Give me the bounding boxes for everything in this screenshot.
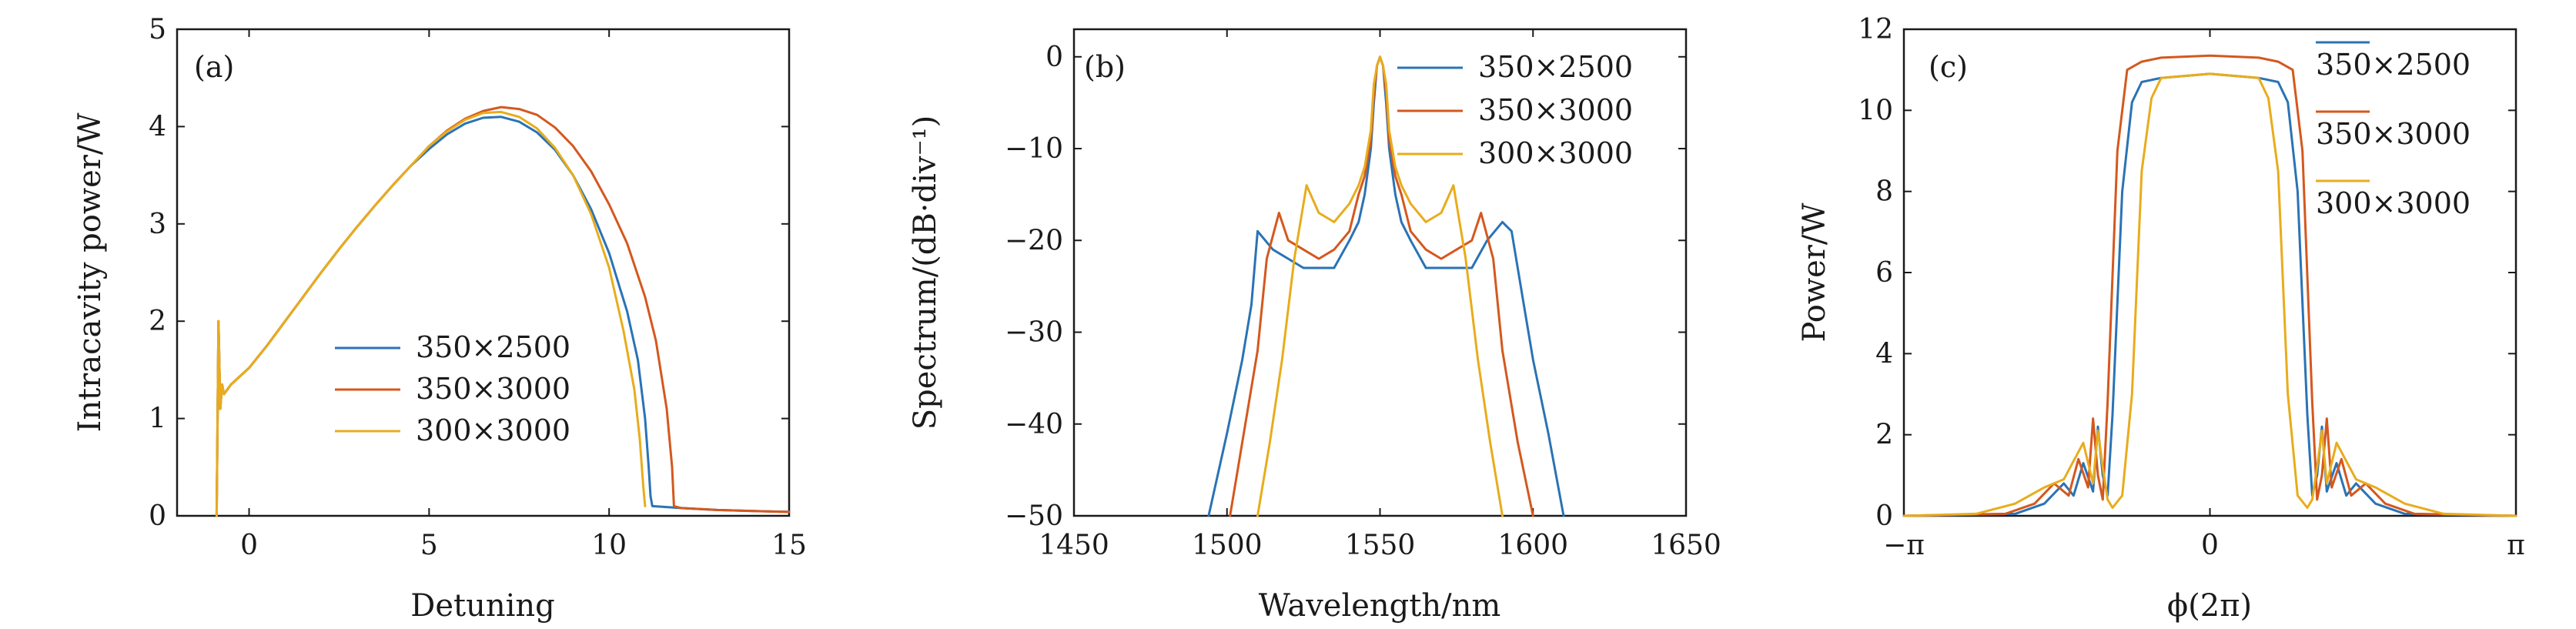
panel-a-curves (215, 105, 791, 517)
panel-a-legend: 350×2500 350×3000 300×3000 (335, 330, 570, 447)
panel-c-series-2-line (1902, 54, 2517, 517)
panel-a-label: (a) (194, 50, 234, 84)
panel-a-x-tick-label: 10 (591, 530, 627, 561)
panel-a-legend-label: 350×3000 (416, 372, 570, 406)
panel-a-y-tick-label: 0 (149, 500, 166, 532)
panel-c-frame (1902, 28, 2517, 517)
panel-a-x-tick-label: 15 (771, 530, 807, 561)
panel-a-y-tick-label: 1 (149, 403, 166, 435)
panel-c-legend: 350×2500 350×3000 300×3000 (2316, 41, 2471, 220)
panel-c-y-tick-label: 6 (1875, 257, 1893, 289)
panel-b-curves (1207, 55, 1565, 517)
panel-c-series-3-line (1902, 72, 2517, 517)
panel-b-x-tick-label: 1500 (1192, 530, 1263, 561)
panel-a-series-1-line (215, 115, 791, 517)
panel-b-x-tick-label: 1650 (1651, 530, 1721, 561)
panel-a-ticks: 0 5 10 15 0 1 2 3 4 5 (149, 14, 807, 561)
panel-c-legend-label: 350×2500 (2316, 48, 2471, 82)
panel-c-x-axis-title: ϕ(2π) (2167, 588, 2252, 624)
panel-c-legend-label: 300×3000 (2316, 186, 2471, 220)
panel-b-y-tick-label: −20 (1005, 225, 1063, 256)
panel-b-series-3-line (1256, 55, 1504, 517)
panel-c-curves (1902, 54, 2517, 517)
panel-a-frame (176, 28, 791, 517)
panel-a-x-tick-label: 5 (420, 530, 438, 561)
panel-b-legend-label: 350×3000 (1478, 93, 1633, 127)
panel-b-y-tick-label: −40 (1005, 409, 1063, 440)
panel-b-x-tick-label: 1600 (1497, 530, 1568, 561)
panel-b-legend-label: 300×3000 (1478, 136, 1633, 170)
panel-a-y-tick-label: 2 (149, 306, 166, 337)
panel-b-y-tick-label: −50 (1005, 500, 1063, 532)
panel-c-y-tick-label: 12 (1858, 14, 1893, 45)
panel-b-x-tick-label: 1550 (1345, 530, 1416, 561)
panel-a-x-axis-title: Detuning (410, 588, 555, 624)
panel-b-label: (b) (1084, 50, 1126, 84)
panel-c-y-tick-label: 2 (1875, 420, 1893, 451)
panel-a-series-3-line (215, 110, 647, 517)
panel-b: 1450 1500 1550 1600 1650 −50 −40 −30 −20 −10 0 (b)… (908, 28, 1721, 624)
panel-c-y-tick-label: 8 (1875, 176, 1893, 208)
panel-a-y-tick-label: 5 (149, 14, 166, 45)
panel-c-y-tick-label: 4 (1875, 338, 1893, 370)
panel-a: 0 5 10 15 0 1 2 3 4 5 (a) Detuning Intracavity po… (72, 14, 807, 624)
panel-c-y-tick-label: 0 (1875, 500, 1893, 532)
panel-b-legend-label: 350×2500 (1478, 50, 1633, 84)
panel-b-legend: 350×2500 350×3000 300×3000 (1397, 50, 1633, 170)
panel-c-label: (c) (1929, 50, 1968, 84)
panel-c-x-tick-label: −π (1883, 530, 1925, 561)
panel-b-y-axis-title: Spectrum/(dB·div⁻¹) (908, 115, 943, 430)
panel-a-x-tick-label: 0 (240, 530, 258, 561)
panel-a-series-2-line (215, 105, 791, 517)
panel-a-y-axis-title: Intracavity power/W (72, 113, 108, 433)
panel-c-y-tick-label: 10 (1858, 95, 1893, 126)
panel-b-x-tick-label: 1450 (1039, 530, 1109, 561)
panel-a-legend-label: 350×2500 (416, 330, 570, 364)
panel-b-x-axis-title: Wavelength/nm (1259, 588, 1501, 624)
panel-c-legend-label: 350×3000 (2316, 117, 2471, 151)
panel-a-y-tick-label: 3 (149, 209, 166, 240)
panel-c-y-axis-title: Power/W (1797, 203, 1832, 343)
panel-a-y-tick-label: 4 (149, 111, 166, 142)
panel-b-y-tick-label: −30 (1005, 317, 1063, 349)
panel-b-y-tick-label: 0 (1045, 42, 1063, 73)
panel-b-ticks: 1450 1500 1550 1600 1650 −50 −40 −30 −20 −10 0 (1005, 29, 1721, 561)
panel-a-legend-label: 300×3000 (416, 413, 570, 447)
panel-c-x-tick-label: 0 (2201, 530, 2219, 561)
panel-c-x-tick-label: π (2507, 530, 2525, 561)
panel-b-y-tick-label: −10 (1005, 133, 1063, 165)
